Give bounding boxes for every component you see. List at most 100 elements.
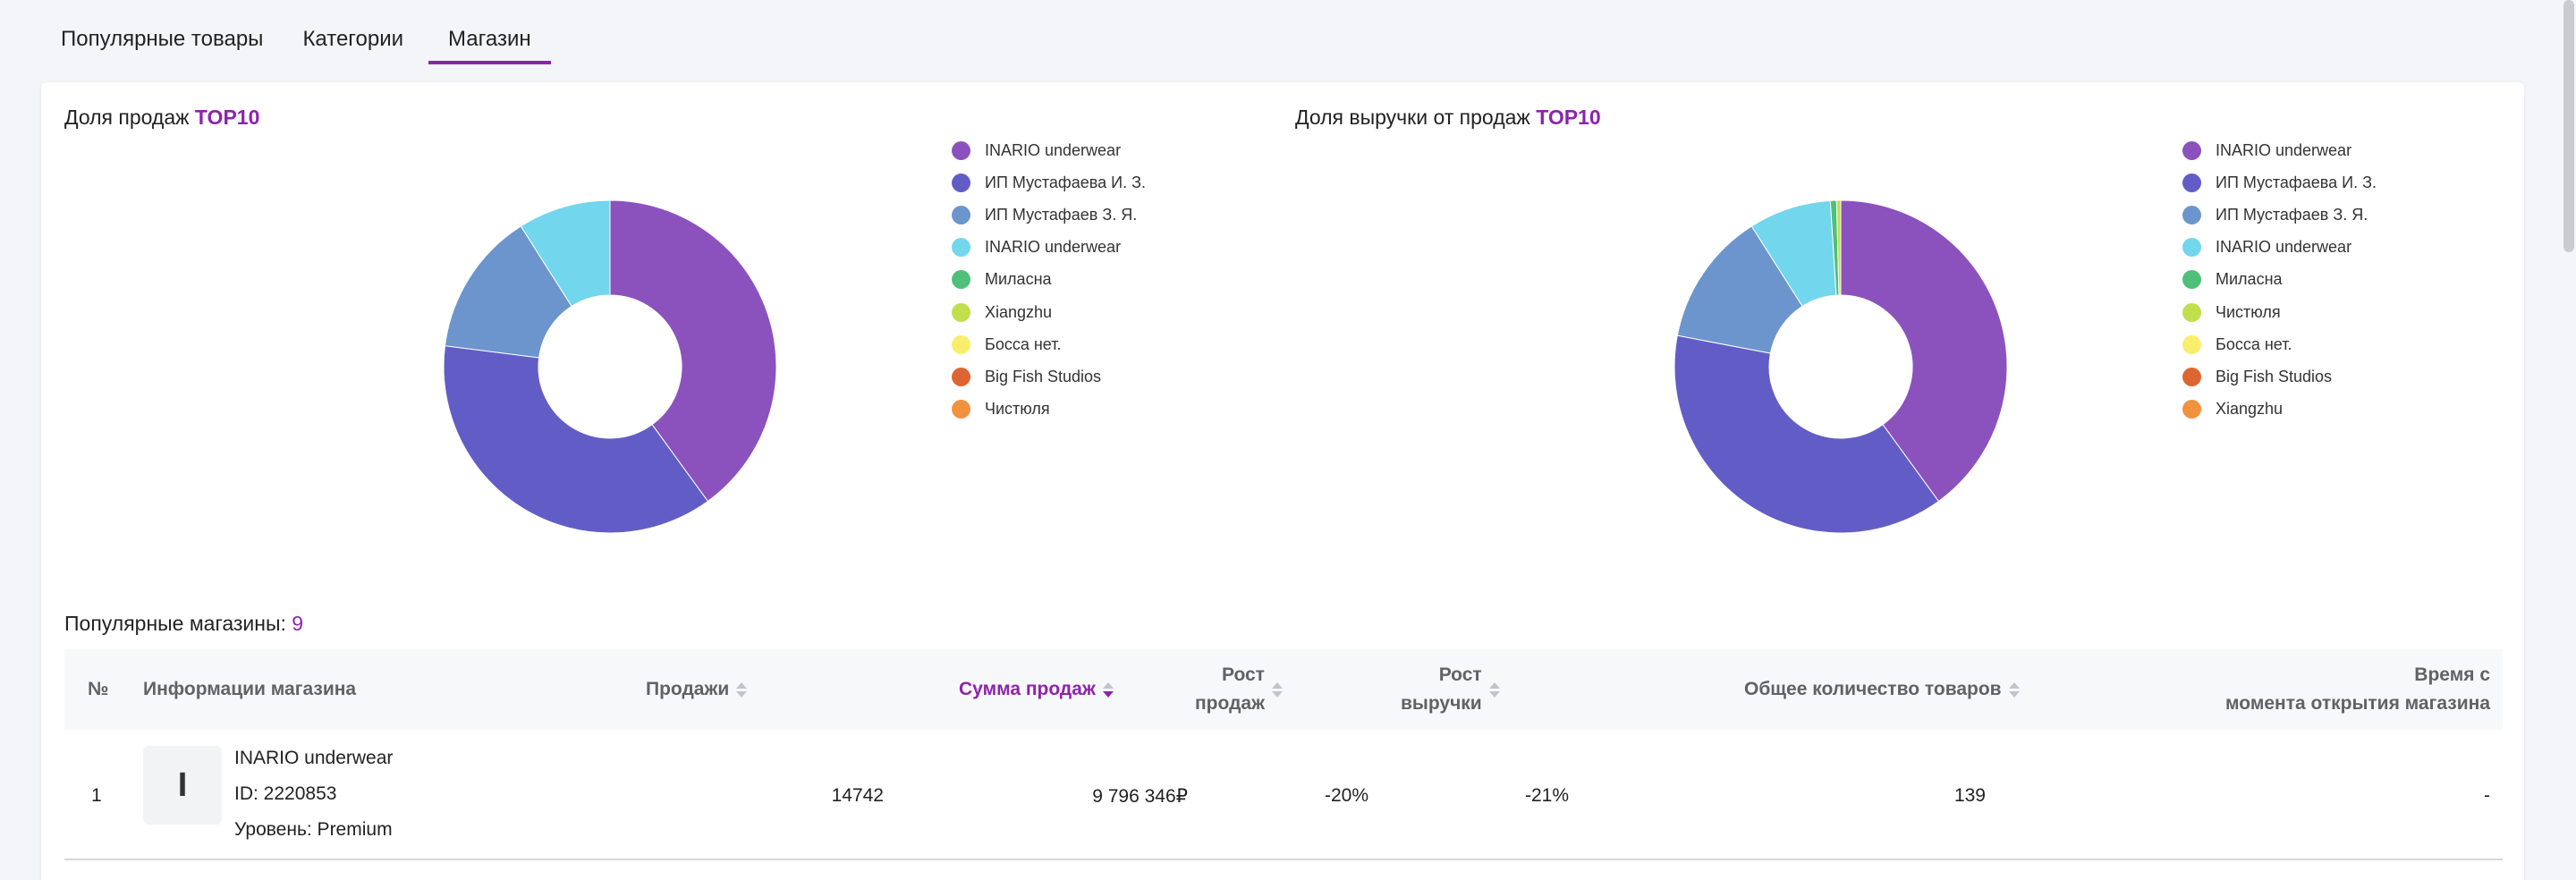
legend-dot-icon bbox=[2182, 400, 2201, 419]
col-open-time-line1: Время с bbox=[2414, 664, 2490, 685]
sort-arrows-icon[interactable] bbox=[1271, 681, 1283, 698]
legend-item[interactable]: ИП Мустафаев З. Я. bbox=[2182, 199, 2377, 231]
store-sales-growth: -20% bbox=[1324, 785, 1368, 806]
store-sales: 14742 bbox=[831, 785, 884, 806]
legend-dot-icon bbox=[952, 173, 970, 192]
col-sales[interactable]: Продажи bbox=[646, 675, 748, 704]
legend-item[interactable]: INARIO underwear bbox=[2182, 232, 2377, 264]
popular-stores-label: Популярные магазины: bbox=[64, 612, 286, 635]
donut-slice[interactable] bbox=[1835, 199, 1842, 296]
sort-arrows-icon[interactable] bbox=[1488, 681, 1500, 698]
tab-store[interactable]: Магазин bbox=[428, 0, 551, 64]
legend-item[interactable]: INARIO underwear bbox=[2182, 134, 2377, 166]
store-total-products: 139 bbox=[1953, 785, 1986, 806]
legend-item[interactable]: Миласна bbox=[952, 264, 1146, 296]
row-number: 1 bbox=[91, 785, 102, 806]
legend-item[interactable]: Чистюля bbox=[952, 393, 1146, 426]
legend-dot-icon bbox=[952, 270, 970, 290]
legend-item[interactable]: INARIO underwear bbox=[952, 134, 1146, 166]
sort-arrows-icon[interactable] bbox=[736, 681, 748, 698]
legend-label: Босса нет. bbox=[985, 334, 1062, 353]
store-sales-sum: 9 796 346₽ bbox=[1092, 786, 1188, 807]
legend-item[interactable]: Big Fish Studios bbox=[2182, 360, 2377, 393]
legend-item[interactable]: ИП Мустафаева И. З. bbox=[952, 166, 1146, 199]
store-avatar: I bbox=[143, 746, 222, 825]
store-id: ID: 2220853 bbox=[234, 783, 337, 804]
revenue-share-title: Доля выручки от продаж TOP10 bbox=[1295, 106, 1601, 130]
legend-label: ИП Мустафаев З. Я. bbox=[2216, 205, 2368, 224]
sort-arrows-icon[interactable] bbox=[2008, 681, 2020, 698]
legend-label: INARIO underwear bbox=[2216, 140, 2352, 159]
legend-label: Big Fish Studios bbox=[2216, 367, 2333, 385]
col-total-products[interactable]: Общее количество товаров bbox=[1744, 675, 2020, 704]
legend-item[interactable]: Xiangzhu bbox=[952, 296, 1146, 328]
legend-label: ИП Мустафаев З. Я. bbox=[985, 205, 1138, 224]
revenue-share-legend: INARIO underwear ИП Мустафаева И. З. ИП Му… bbox=[2182, 134, 2377, 426]
col-total-products-label: Общее количество товаров bbox=[1744, 679, 2002, 699]
donut-slice[interactable] bbox=[444, 225, 572, 359]
legend-item[interactable]: Big Fish Studios bbox=[952, 360, 1146, 393]
sales-share-legend: INARIO underwear ИП Мустафаева И. З. ИП Му… bbox=[952, 134, 1146, 426]
col-number-label: № bbox=[88, 679, 109, 699]
legend-dot-icon bbox=[2182, 270, 2201, 290]
legend-item[interactable]: Чистюля bbox=[2182, 296, 2377, 328]
col-number: № bbox=[88, 675, 108, 704]
legend-dot-icon bbox=[2182, 334, 2201, 354]
legend-dot-icon bbox=[952, 238, 970, 258]
legend-dot-icon bbox=[952, 302, 970, 322]
popular-stores-count: 9 bbox=[292, 612, 304, 635]
tab-categories[interactable]: Категории bbox=[302, 27, 404, 51]
col-revenue-growth[interactable]: Рост выручки bbox=[1401, 661, 1500, 718]
legend-label: Big Fish Studios bbox=[985, 367, 1102, 385]
legend-dot-icon bbox=[2182, 205, 2201, 224]
col-sales-growth[interactable]: Рост продаж bbox=[1195, 661, 1283, 718]
col-sales-sum-label: Сумма продаж bbox=[959, 679, 1096, 699]
sort-arrows-icon[interactable] bbox=[1102, 681, 1114, 698]
store-name[interactable]: INARIO underwear bbox=[234, 748, 394, 768]
donut-slice[interactable] bbox=[443, 345, 709, 534]
legend-dot-icon bbox=[952, 205, 970, 224]
legend-item[interactable]: Босса нет. bbox=[2182, 328, 2377, 360]
revenue-share-title-text: Доля выручки от продаж bbox=[1295, 106, 1530, 129]
store-analytics-card: Доля продаж TOP10 INARIO underwear ИП Мус… bbox=[41, 82, 2524, 880]
legend-dot-icon bbox=[2182, 140, 2201, 160]
legend-item[interactable]: Xiangzhu bbox=[2182, 393, 2377, 426]
col-open-time-label: Время с момента открытия магазина bbox=[2225, 661, 2490, 718]
sales-share-title-accent: TOP10 bbox=[194, 106, 260, 129]
store-level: Уровень: Premium bbox=[234, 819, 393, 840]
tab-popular-products[interactable]: Популярные товары bbox=[61, 27, 264, 51]
legend-label: INARIO underwear bbox=[2216, 238, 2352, 257]
legend-item[interactable]: ИП Мустафаев З. Я. bbox=[952, 199, 1146, 231]
donut-slice[interactable] bbox=[1676, 225, 1803, 354]
store-revenue-growth: -21% bbox=[1524, 785, 1569, 806]
legend-label: Xiangzhu bbox=[2216, 400, 2284, 419]
stores-table-header: № Информации магазина Продажи Сумма прод… bbox=[64, 649, 2503, 730]
col-revenue-growth-label: Рост выручки bbox=[1401, 661, 1482, 718]
legend-item[interactable]: Миласна bbox=[2182, 264, 2377, 296]
sales-share-title: Доля продаж TOP10 bbox=[64, 106, 259, 130]
table-row[interactable]: 1 I INARIO underwear ID: 2220853 Уровень… bbox=[64, 730, 2503, 860]
page-scrollbar[interactable] bbox=[2563, 0, 2574, 252]
donut-slice[interactable] bbox=[609, 199, 777, 503]
legend-label: Босса нет. bbox=[2216, 334, 2292, 353]
donut-slice[interactable] bbox=[1840, 199, 2008, 503]
store-open-time: - bbox=[2484, 785, 2490, 806]
legend-item[interactable]: ИП Мустафаева И. З. bbox=[2182, 166, 2377, 199]
donut-slice[interactable] bbox=[520, 199, 611, 308]
legend-dot-icon bbox=[952, 400, 970, 419]
col-sales-growth-line2: продаж bbox=[1195, 693, 1265, 714]
col-sales-growth-label: Рост продаж bbox=[1195, 661, 1265, 718]
legend-dot-icon bbox=[2182, 367, 2201, 386]
legend-label: Чистюля bbox=[985, 400, 1050, 419]
legend-label: INARIO underwear bbox=[985, 140, 1122, 159]
legend-dot-icon bbox=[2182, 238, 2201, 258]
col-revenue-growth-line1: Рост bbox=[1438, 664, 1482, 685]
legend-item[interactable]: INARIO underwear bbox=[952, 232, 1146, 264]
legend-dot-icon bbox=[2182, 302, 2201, 322]
col-sales-sum[interactable]: Сумма продаж bbox=[959, 675, 1114, 704]
legend-dot-icon bbox=[952, 367, 970, 386]
popular-stores-title: Популярные магазины: 9 bbox=[64, 612, 303, 636]
col-sales-growth-line1: Рост bbox=[1221, 664, 1265, 685]
donut-slice[interactable] bbox=[1674, 334, 1940, 534]
legend-item[interactable]: Босса нет. bbox=[952, 328, 1146, 360]
